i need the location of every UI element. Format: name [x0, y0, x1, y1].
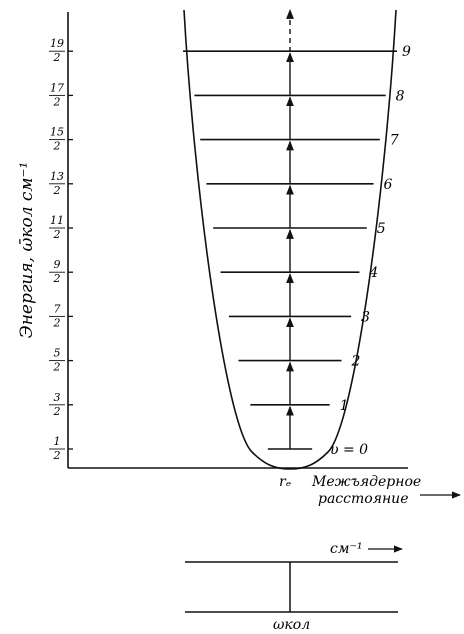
- y-tick-denominator: 2: [53, 405, 61, 418]
- y-tick-numerator: 19: [50, 37, 64, 50]
- energy-level-label: 6: [384, 177, 393, 193]
- energy-level-label: 8: [396, 88, 405, 104]
- y-tick-denominator: 2: [53, 449, 61, 462]
- y-tick-denominator: 2: [53, 184, 61, 197]
- y-tick-numerator: 9: [54, 258, 61, 271]
- energy-level-label: 9: [402, 44, 411, 60]
- spectrum-line-label: ωкол: [273, 617, 310, 633]
- energy-level-label: υ = 0: [330, 442, 368, 458]
- y-tick-numerator: 15: [50, 126, 64, 139]
- y-tick-denominator: 2: [53, 228, 61, 241]
- y-tick-numerator: 5: [54, 347, 61, 360]
- y-tick-denominator: 2: [53, 361, 61, 374]
- potential-curve: [183, 9, 397, 470]
- x-axis-caption-line2: расстояние: [318, 491, 409, 507]
- y-tick-denominator: 2: [53, 51, 61, 64]
- energy-level-label: 7: [390, 133, 399, 149]
- energy-level-label: 4: [368, 265, 378, 281]
- y-tick-numerator: 1: [54, 435, 61, 448]
- re-label: rₑ: [279, 474, 291, 490]
- y-tick-numerator: 7: [54, 302, 61, 315]
- y-tick-numerator: 13: [50, 170, 64, 183]
- spectrum-unit-label: см⁻¹: [330, 541, 362, 557]
- y-tick-numerator: 3: [54, 391, 61, 404]
- y-tick-denominator: 2: [53, 140, 61, 153]
- y-tick-denominator: 2: [53, 95, 61, 108]
- y-tick-numerator: 17: [50, 81, 64, 94]
- y-tick-denominator: 2: [53, 316, 61, 329]
- y-tick-denominator: 2: [53, 272, 61, 285]
- energy-level-label: 2: [351, 354, 361, 370]
- energy-levels: υ = 0 1 2 3 4 5 6 7 8 9: [183, 44, 411, 458]
- energy-level-label: 3: [361, 309, 370, 325]
- energy-level-label: 5: [377, 221, 386, 237]
- y-axis-title: Энергия, ω̄кол см⁻¹: [17, 162, 37, 339]
- x-axis-caption-line1: Межъядерное: [311, 474, 421, 490]
- energy-level-label: 1: [340, 398, 349, 414]
- y-tick-numerator: 11: [50, 214, 64, 227]
